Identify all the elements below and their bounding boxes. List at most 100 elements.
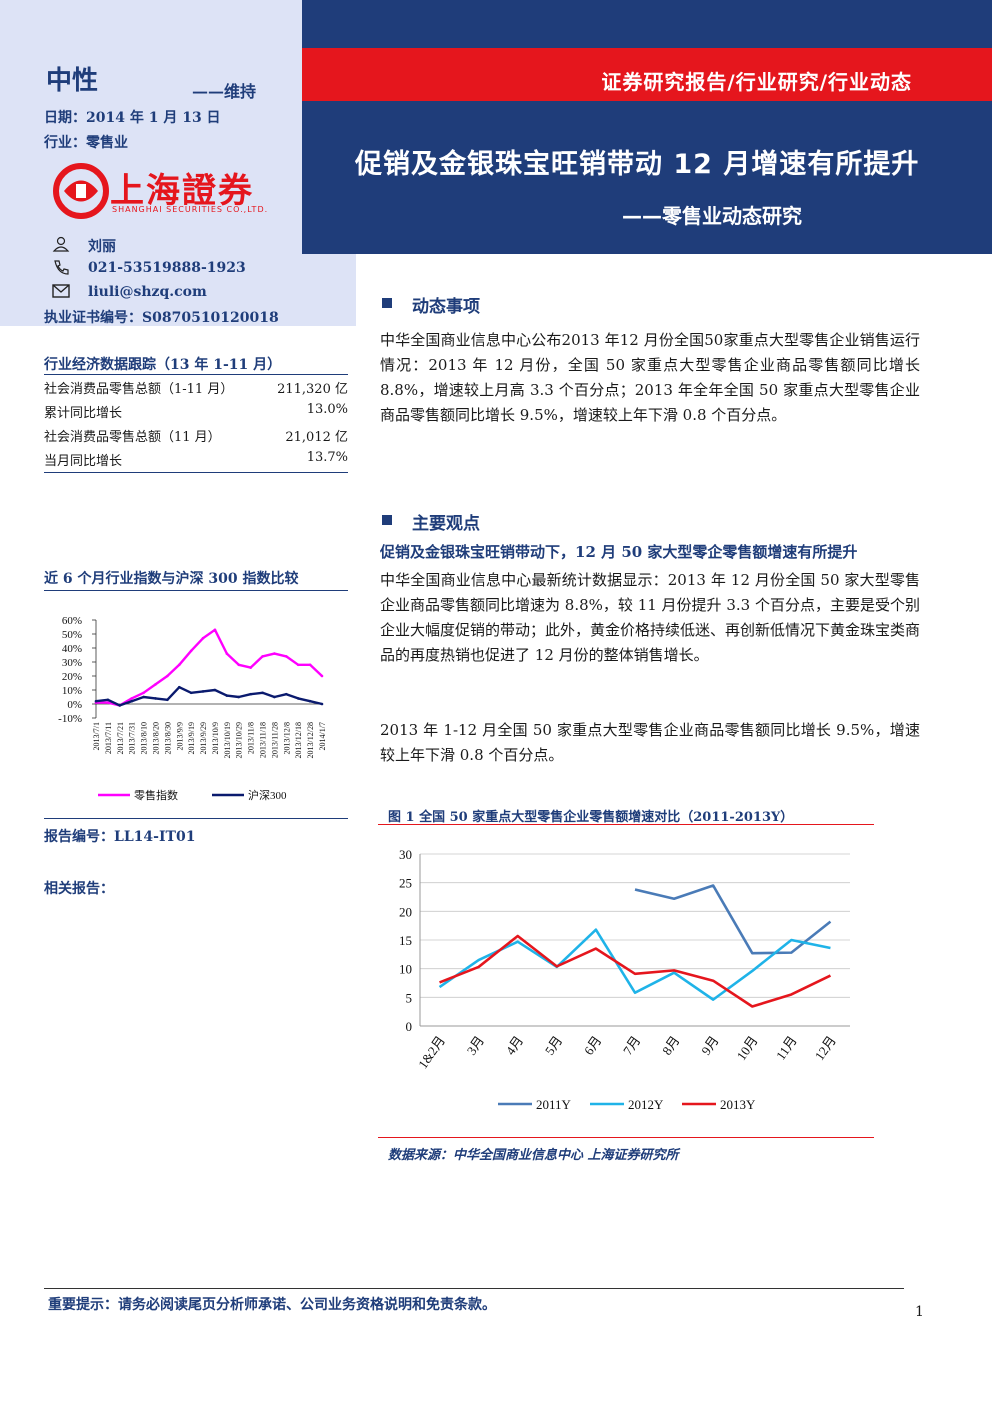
data-point — [249, 692, 252, 696]
figure-top-rule — [378, 824, 874, 825]
y-tick-label: 25 — [399, 876, 412, 891]
section-paragraph: 中华全国商业信息中心最新统计数据显示：2013 年 12 月份全国 50 家大型… — [380, 571, 921, 664]
section-heading: 主要观点 — [412, 514, 480, 534]
email-icon — [52, 284, 70, 298]
x-tick-label: 8月 — [659, 1033, 682, 1058]
data-point — [225, 652, 229, 655]
header-left-panel — [0, 0, 302, 254]
person-icon — [52, 236, 70, 252]
x-tick-label: 2014/1/7 — [318, 722, 327, 750]
section-paragraph: 2013 年 1-12 月全国 50 家重点大型零售企业商品零售额同比增长 9.… — [380, 721, 920, 764]
x-tick-label: 6月 — [581, 1033, 604, 1058]
y-tick-label: 10% — [62, 685, 82, 697]
section-bullet — [382, 515, 392, 525]
econ-row: 累计同比增长 13.0% — [44, 402, 348, 421]
data-point — [237, 663, 241, 667]
section-bullet — [382, 298, 392, 308]
rating: 中性 — [46, 66, 99, 96]
data-point — [237, 695, 241, 699]
x-tick-label: 2013/10/9 — [211, 722, 220, 754]
data-point — [296, 663, 300, 667]
x-tick-label: 1&2月 — [415, 1033, 448, 1071]
legend-label: 2013Y — [720, 1097, 756, 1112]
legend-label: 2012Y — [628, 1097, 664, 1112]
x-tick-label: 9月 — [698, 1033, 721, 1058]
data-point — [106, 698, 110, 702]
data-source: 数据来源：中华全国商业信息中心 上海证券研究所 — [388, 1148, 679, 1163]
data-point — [320, 702, 324, 706]
data-point — [189, 691, 193, 695]
x-tick-label: 2013/7/1 — [92, 722, 101, 750]
x-tick-label: 2013/7/31 — [128, 722, 137, 754]
data-point — [201, 636, 205, 640]
econ-row-label: 社会消费品零售总额（11 月） — [44, 430, 221, 445]
logo-english: SHANGHAI SECURITIES CO.,LTD. — [112, 205, 269, 214]
econ-row: 社会消费品零售总额（1-11 月） 211,320 亿 — [44, 378, 348, 397]
econ-row-value: 21,012 亿 — [285, 430, 348, 445]
x-tick-label: 2013/10/19 — [223, 722, 232, 758]
index-comparison-chart: -10% 0% 10% 20% 30% 40% 50% 60% 2013/7/1 2013/7/1… — [58, 615, 327, 802]
analyst-email[interactable]: liuli@shzq.com — [88, 284, 207, 300]
figure-title: 图 1 全国 50 家重点大型零售企业零售额增速对比（2011-2013Y） — [388, 810, 794, 825]
series-line — [96, 628, 323, 707]
econ-row: 当月同比增长 13.7% — [44, 450, 348, 469]
rating-action: ——维持 — [192, 82, 257, 101]
x-tick-label: 2013/12/18 — [294, 722, 303, 758]
y-tick-label: 10 — [399, 962, 412, 977]
page-subtitle: ——零售业动态研究 — [622, 204, 802, 228]
y-tick-label: 20% — [62, 671, 82, 683]
x-tick-label: 2013/8/10 — [140, 722, 149, 754]
x-tick-label: 5月 — [542, 1033, 565, 1058]
x-tick-label: 3月 — [464, 1033, 487, 1058]
figure-bottom-rule — [378, 1137, 874, 1138]
legend-label: 沪深300 — [248, 788, 287, 802]
series-line — [95, 685, 323, 707]
y-tick-label: 0% — [67, 699, 82, 711]
x-tick-label: 2013/11/28 — [270, 722, 279, 758]
divider — [44, 374, 348, 375]
x-tick-label: 2013/9/9 — [175, 722, 184, 750]
data-point — [118, 704, 122, 707]
header-red-band — [302, 48, 992, 101]
footer-divider — [44, 1288, 904, 1289]
data-point — [166, 674, 169, 678]
header-title-panel — [302, 101, 992, 254]
x-tick-label: 2013/9/19 — [187, 722, 196, 754]
small-chart-title: 近 6 个月行业指数与沪深 300 指数比较 — [44, 571, 299, 587]
phone-icon — [54, 260, 69, 275]
data-point — [273, 695, 276, 699]
data-point — [308, 663, 312, 667]
report-category-banner: 证券研究报告/行业研究/行业动态 — [601, 70, 912, 94]
data-point — [213, 688, 217, 692]
data-point — [261, 691, 264, 695]
company-logo-icon — [53, 163, 109, 219]
analyst-name: 刘丽 — [88, 239, 116, 255]
data-point — [106, 701, 110, 704]
x-tick-label: 12月 — [812, 1033, 839, 1063]
industry: 行业：零售业 — [44, 135, 128, 151]
econ-row-label: 当月同比增长 — [44, 454, 123, 469]
econ-row-label: 累计同比增长 — [44, 406, 123, 421]
analyst-cert-number: 执业证书编号：S0870510120018 — [44, 310, 279, 326]
data-point — [166, 698, 169, 702]
related-reports: 相关报告： — [44, 881, 114, 897]
data-point — [201, 690, 205, 693]
data-point — [285, 655, 288, 658]
econ-row-value: 13.7% — [306, 450, 348, 465]
y-tick-label: 5 — [406, 990, 413, 1005]
data-point — [225, 694, 229, 697]
y-tick-label: 60% — [62, 615, 82, 627]
data-point — [261, 655, 264, 658]
legend-label: 零售指数 — [134, 788, 178, 802]
y-tick-label: 0 — [406, 1019, 413, 1034]
data-point — [285, 692, 288, 696]
x-tick-label: 2013/12/8 — [282, 722, 291, 754]
x-tick-label: 2013/9/29 — [199, 722, 208, 754]
divider — [44, 590, 348, 591]
data-point — [249, 666, 252, 669]
y-tick-label: 30 — [399, 847, 412, 862]
data-point — [177, 685, 181, 689]
x-tick-label: 2013/7/21 — [116, 722, 125, 754]
x-tick-label: 2013/7/11 — [104, 722, 113, 754]
x-tick-label: 2013/12/28 — [306, 722, 315, 758]
